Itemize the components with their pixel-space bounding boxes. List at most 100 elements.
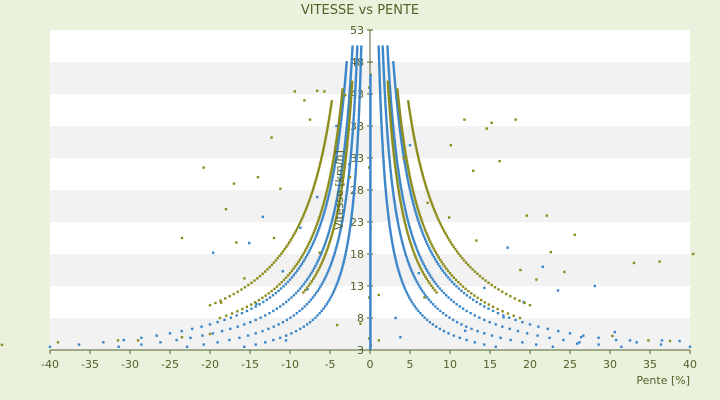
scatter-point (356, 137, 359, 140)
scatter-point (350, 141, 354, 145)
scatter-point (329, 224, 332, 228)
scatter-point (412, 204, 416, 207)
scatter-point (390, 240, 394, 243)
scatter-point (369, 93, 372, 96)
scatter-point (438, 221, 441, 224)
scatter-point (395, 94, 398, 98)
scatter-point (419, 216, 422, 219)
scatter-point (400, 141, 403, 145)
scatter-point (410, 246, 414, 249)
scatter-point (320, 262, 323, 265)
scatter-point (338, 132, 341, 136)
scatter-point (284, 334, 288, 337)
scatter-point (451, 318, 455, 322)
scatter-point (337, 124, 340, 127)
scatter-point (389, 168, 392, 172)
scatter-point (356, 146, 359, 149)
scatter-point (388, 88, 392, 91)
scatter-point (255, 302, 258, 306)
scatter-point (396, 105, 399, 109)
scatter-point (358, 88, 362, 91)
scatter-point (235, 314, 238, 317)
scatter-point (359, 72, 362, 75)
scatter-point (337, 238, 340, 241)
scatter-point (334, 161, 337, 165)
scatter-point (266, 268, 269, 271)
scatter-point (428, 247, 431, 250)
scatter-point (408, 111, 412, 114)
scatter-point (369, 142, 372, 146)
scatter-point (345, 123, 349, 127)
scatter-point (387, 74, 391, 77)
scatter-point (446, 269, 450, 273)
scatter-point (389, 118, 392, 122)
scatter-point (387, 100, 391, 104)
scatter-point (303, 212, 306, 215)
scatter-point (359, 63, 362, 66)
scatter-point (378, 72, 381, 75)
scatter-point (345, 126, 348, 129)
scatter-point (329, 104, 333, 108)
scatter-point (369, 267, 372, 270)
scatter-point (339, 226, 343, 230)
scatter-point (312, 187, 315, 190)
scatter-point (450, 274, 454, 277)
scatter-point (247, 283, 250, 287)
scatter-point (325, 202, 328, 205)
scatter-point (315, 176, 318, 179)
scatter-point (410, 184, 414, 188)
scatter-point (525, 332, 529, 335)
scatter-point (384, 188, 387, 192)
scatter-point (406, 177, 409, 180)
scatter-point (381, 141, 384, 145)
scatter-point (421, 231, 424, 234)
scatter-point (360, 47, 363, 51)
scatter-point (348, 88, 352, 91)
scatter-point (270, 289, 273, 293)
scatter-point (397, 192, 401, 196)
scatter-point (387, 146, 390, 149)
scatter-point (436, 307, 439, 310)
scatter-point (391, 145, 395, 148)
scatter-point (369, 149, 372, 152)
scatter-point (405, 228, 408, 231)
scatter-point (402, 200, 405, 203)
scatter-point (416, 153, 420, 157)
scatter-point (391, 186, 394, 189)
scatter-point (189, 336, 192, 340)
scatter-point (387, 89, 390, 92)
scatter-point (398, 197, 402, 200)
scatter-point (441, 269, 444, 272)
scatter-point (369, 225, 372, 229)
x-tick-label: 20 (523, 358, 537, 371)
scatter-point (369, 153, 372, 157)
scatter-point (272, 325, 275, 328)
scatter-point (259, 316, 262, 319)
scatter-point (394, 172, 398, 175)
scatter-point (395, 101, 399, 104)
scatter-point (122, 338, 126, 342)
scatter-point (319, 158, 323, 161)
scatter-point (397, 119, 401, 122)
scatter-point (330, 102, 333, 105)
scatter-point (393, 161, 396, 164)
scatter-point (369, 262, 372, 266)
scatter-point (341, 88, 344, 91)
scatter-point (440, 289, 444, 292)
scatter-point (406, 260, 410, 263)
scatter-point (440, 225, 444, 228)
scatter-point (339, 104, 343, 107)
scatter-point (407, 184, 411, 187)
scatter-point (357, 128, 360, 131)
scatter-point (369, 133, 372, 136)
scatter-point (385, 200, 388, 203)
scatter-point (395, 174, 398, 178)
scatter-point (354, 90, 357, 93)
scatter-point (424, 275, 427, 278)
scatter-point (384, 108, 387, 111)
scatter-point (348, 161, 352, 165)
scatter-point (399, 132, 402, 136)
scatter-point (319, 253, 322, 257)
scatter-point (451, 243, 454, 246)
scatter-point (597, 343, 600, 346)
